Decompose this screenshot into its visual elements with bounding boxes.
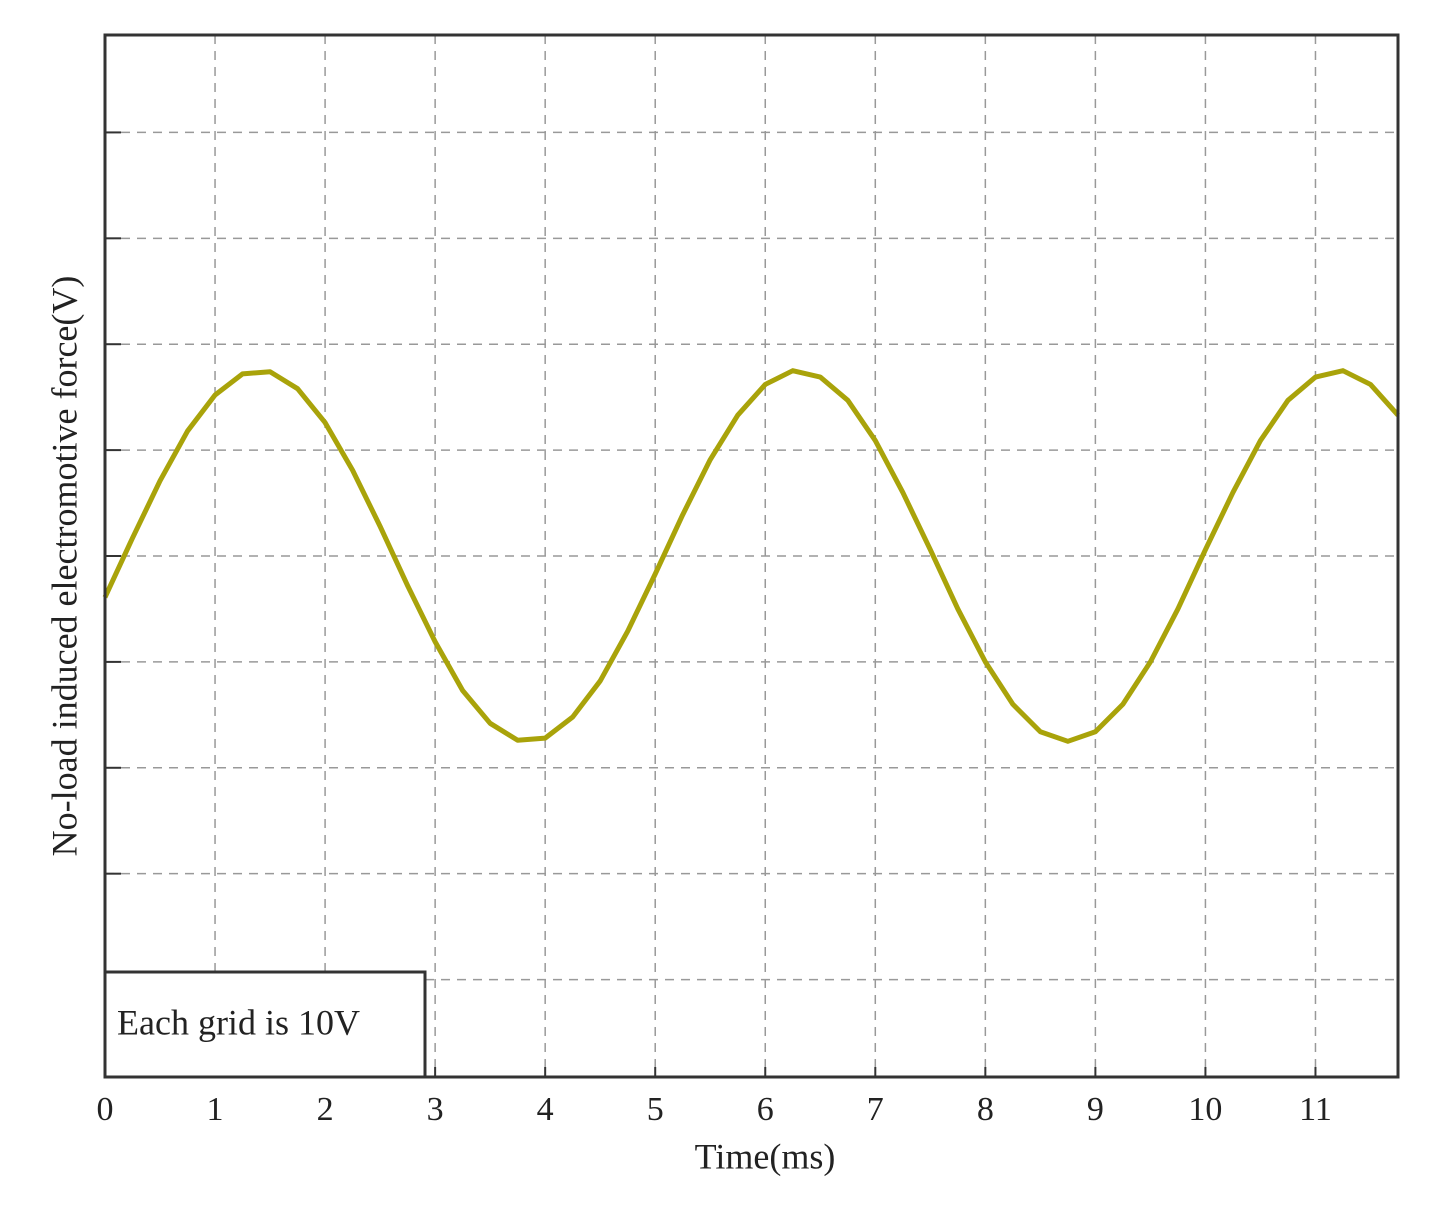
annotation: Each grid is 10V [117, 1002, 360, 1042]
plot-frame [103, 33, 1400, 1079]
data-line [102, 368, 1400, 744]
x-tick-label: 1 [207, 1091, 224, 1128]
x-tick-label: 9 [1087, 1091, 1104, 1128]
x-tick-label: 5 [647, 1091, 664, 1128]
x-tick-label: 8 [977, 1091, 994, 1128]
x-tick-label: 4 [537, 1091, 554, 1128]
x-tick-label: 7 [867, 1091, 884, 1128]
x-tick-label: 6 [757, 1091, 774, 1128]
x-tick-label: 11 [1299, 1091, 1332, 1128]
x-tick-label: 0 [97, 1091, 114, 1128]
x-tick-label: 3 [427, 1091, 444, 1128]
x-tick-label: 2 [317, 1091, 334, 1128]
x-axis-label: Time(ms) [695, 1136, 836, 1176]
y-axis-label: No-load induced electromotive force(V) [44, 276, 84, 857]
x-tick-label: 10 [1188, 1091, 1222, 1128]
annotation-box [103, 970, 427, 1079]
